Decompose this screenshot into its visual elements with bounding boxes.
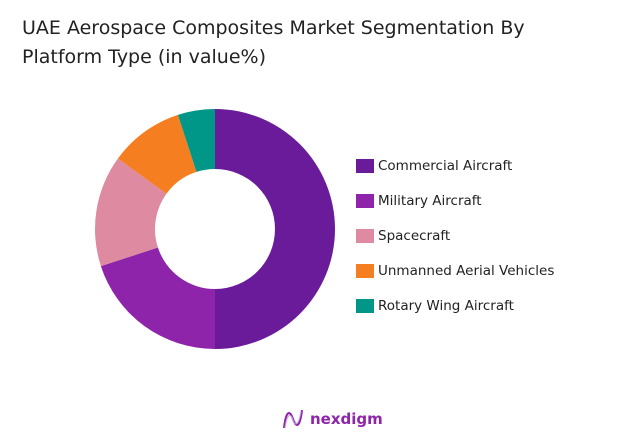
legend-swatch [356,263,374,278]
slice-rotary-wing-aircraft [177,109,215,172]
legend-item: Unmanned Aerial Vehicles [356,253,554,288]
logo: nexdigm [282,408,383,430]
legend-label: Unmanned Aerial Vehicles [378,262,555,279]
legend-swatch [356,158,374,173]
slice-unmanned-aerial-vehicles [117,114,197,194]
legend-label: Spacecraft [378,227,451,244]
legend-item: Military Aircraft [356,183,554,218]
legend-item: Spacecraft [356,218,554,253]
legend-label: Commercial Aircraft [378,157,513,174]
slice-military-aircraft [100,247,215,349]
legend-swatch [356,228,374,243]
logo-text: nexdigm [310,410,383,428]
legend: Commercial Aircraft Military Aircraft Spac… [356,148,554,323]
legend-label: Military Aircraft [378,192,482,209]
legend-item: Commercial Aircraft [356,148,554,183]
nexdigm-logo-icon [283,409,303,429]
legend-swatch [356,298,374,313]
slice-commercial-aircraft [215,109,335,349]
chart-title: UAE Aerospace Composites Market Segmenta… [22,17,525,68]
slice-spacecraft [95,158,167,267]
legend-label: Rotary Wing Aircraft [378,297,514,314]
legend-item: Rotary Wing Aircraft [356,288,554,323]
legend-swatch [356,193,374,208]
